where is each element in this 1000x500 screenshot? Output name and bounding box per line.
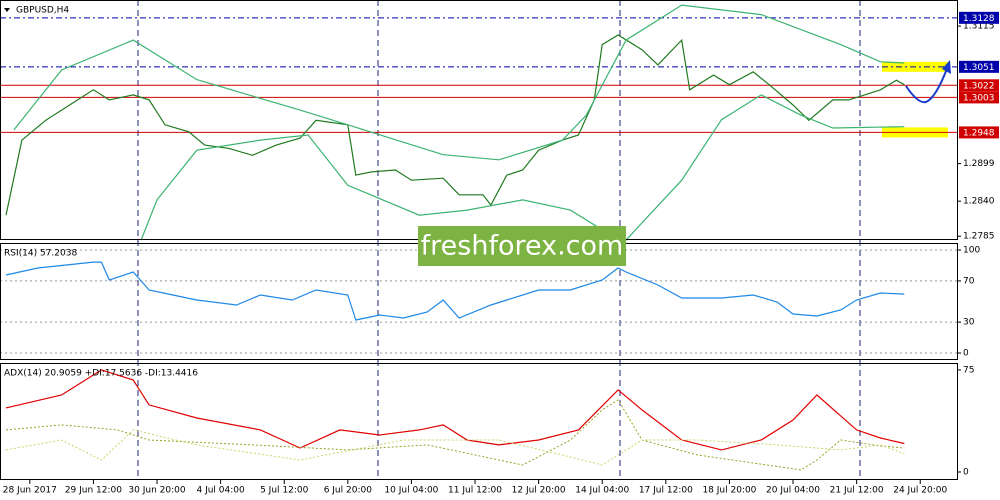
y-tick-label: 1.2785 [963, 232, 995, 242]
x-tick-label: 4 Jul 04:00 [196, 486, 245, 496]
y-tick-label: 75 [963, 365, 974, 375]
x-tick-label: 30 Jun 20:00 [128, 486, 185, 496]
level-label-box [959, 79, 999, 92]
menu-arrow [4, 8, 10, 12]
x-tick-label: 28 Jun 2017 [3, 486, 57, 496]
level-label: 1.2948 [963, 128, 995, 138]
x-tick-label: 14 Jul 04:00 [575, 486, 629, 496]
level-label: 1.3003 [963, 93, 995, 103]
x-tick-label: 10 Jul 04:00 [384, 486, 438, 496]
y-tick-label: 1.2840 [963, 197, 995, 207]
panel-title: ADX(14) 20.9059 +DI:17.5636 -DI:13.4416 [4, 369, 198, 379]
x-tick-label: 20 Jul 04:00 [766, 486, 820, 496]
x-tick-label: 18 Jul 20:00 [702, 486, 756, 496]
x-tick-label: 17 Jul 12:00 [639, 486, 693, 496]
level-label-box [959, 91, 999, 104]
forecast-arrow-head [942, 60, 951, 74]
level-label-box [959, 60, 999, 73]
level-label: 1.3022 [963, 81, 995, 91]
level-label-box [959, 126, 999, 139]
series-line [5, 369, 905, 451]
x-tick-label: 6 Jul 20:00 [324, 486, 373, 496]
y-tick-label: 100 [963, 246, 980, 256]
series-line [5, 261, 905, 321]
y-tick-label: 1.3115 [963, 22, 995, 32]
panel-title: RSI(14) 57.2038 [4, 249, 77, 259]
series-line [140, 94, 905, 241]
forecast-arrow [905, 65, 949, 104]
level-label-box [959, 11, 999, 24]
x-tick-label: 11 Jul 12:00 [448, 486, 502, 496]
level-label: 1.3128 [963, 14, 995, 24]
x-tick-label: 21 Jul 12:00 [830, 486, 884, 496]
x-tick-label: 12 Jul 20:00 [512, 486, 566, 496]
x-tick-label: 24 Jul 20:00 [893, 486, 947, 496]
y-tick-label: 1.2899 [963, 159, 995, 169]
x-tick-label: 29 Jun 12:00 [65, 486, 122, 496]
y-tick-label: 0 [963, 467, 969, 477]
series-line [5, 34, 905, 216]
watermark-box [418, 226, 626, 266]
y-tick-label: 30 [963, 318, 975, 328]
series-line [13, 4, 905, 161]
panel-title: GBPUSD,H4 [16, 6, 69, 16]
series-line [5, 399, 905, 471]
y-tick-label: 0 [963, 348, 969, 358]
level-label: 1.3051 [963, 63, 995, 73]
watermark: freshforex.com [421, 231, 624, 262]
x-tick-label: 5 Jul 12:00 [260, 486, 309, 496]
y-tick-label: 70 [963, 276, 975, 286]
panel-frame [0, 363, 958, 480]
